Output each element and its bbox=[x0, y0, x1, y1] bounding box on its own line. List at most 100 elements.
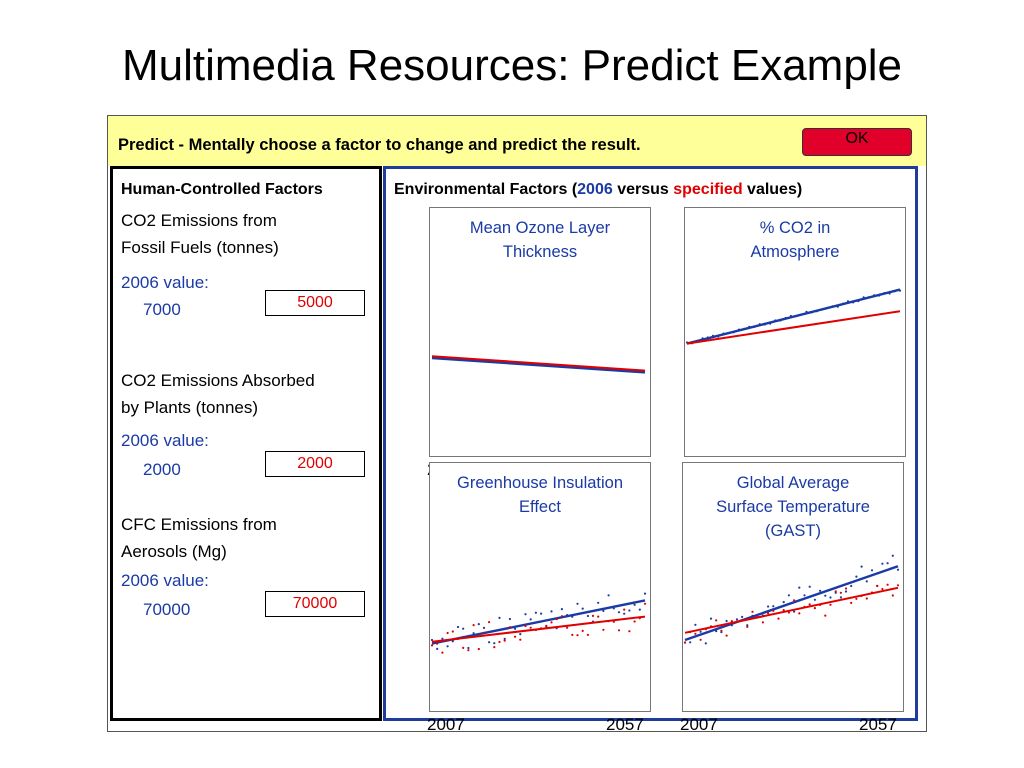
series-1-point bbox=[829, 603, 832, 606]
series-0-point bbox=[482, 626, 486, 629]
series-0-point bbox=[477, 623, 480, 626]
series-0-point bbox=[798, 586, 801, 589]
series-0-point bbox=[540, 612, 543, 615]
series-1-point bbox=[834, 590, 837, 593]
series-0-point bbox=[782, 601, 785, 604]
ok-button[interactable]: OK bbox=[802, 128, 912, 156]
series-0-point bbox=[472, 632, 475, 635]
series-0-point bbox=[808, 585, 811, 588]
series-0-point bbox=[787, 594, 790, 597]
series-0-point bbox=[829, 596, 832, 599]
factor-cfc-label: CFC Emissions from Aerosols (Mg) bbox=[121, 511, 277, 565]
series-1-point bbox=[876, 584, 879, 588]
series-1-point bbox=[493, 646, 496, 649]
series-0-point bbox=[633, 603, 636, 606]
series-1-point bbox=[782, 609, 785, 612]
series-0-point bbox=[767, 605, 770, 608]
series-0-point bbox=[628, 609, 631, 612]
series-0-point bbox=[493, 642, 496, 645]
env-title-suffix: values) bbox=[742, 181, 803, 198]
series-1-point bbox=[519, 638, 522, 641]
cfc-input[interactable]: 70000 bbox=[265, 591, 365, 617]
series-1-point bbox=[720, 629, 723, 632]
series-1-point bbox=[586, 633, 589, 636]
factor-label-line: CO2 Emissions from bbox=[121, 211, 277, 230]
instruction-bar: Predict - Mentally choose a factor to ch… bbox=[108, 116, 926, 166]
series-0-point bbox=[436, 647, 439, 650]
instruction-text: Predict - Mentally choose a factor to ch… bbox=[118, 136, 641, 154]
series-1-point bbox=[617, 629, 621, 632]
series-0-point bbox=[446, 645, 449, 648]
series-0-point bbox=[735, 618, 739, 621]
series-1-line bbox=[686, 310, 901, 345]
series-0-point bbox=[519, 633, 522, 636]
series-1-point bbox=[891, 594, 894, 597]
series-1-point bbox=[477, 647, 480, 651]
series-1-point bbox=[482, 631, 486, 634]
chart-title: Mean Ozone Layer Thickness bbox=[469, 219, 611, 261]
series-1-point bbox=[699, 638, 702, 641]
series-0-point bbox=[881, 562, 884, 565]
series-0-point bbox=[430, 638, 434, 642]
series-0-point bbox=[813, 598, 816, 601]
series-1-point bbox=[597, 615, 600, 618]
series-1-point bbox=[524, 624, 527, 628]
series-0-line bbox=[431, 356, 646, 374]
series-0-point bbox=[597, 601, 600, 604]
factor-label-line: Aerosols (Mg) bbox=[121, 542, 227, 561]
series-1-point bbox=[772, 609, 775, 612]
chart-box-1: % CO2 in Atmosphere bbox=[684, 207, 906, 457]
series-1-point bbox=[881, 587, 884, 591]
series-0-point bbox=[819, 589, 822, 592]
series-1-point bbox=[643, 602, 647, 605]
series-1-line bbox=[431, 355, 646, 372]
environmental-factors-panel: Environmental Factors (2006 versus speci… bbox=[383, 166, 918, 734]
co2-fossil-input[interactable]: 5000 bbox=[265, 290, 365, 316]
series-0-point bbox=[638, 608, 641, 611]
series-0-point bbox=[441, 637, 444, 640]
chart-box-2: Greenhouse Insulation Effect bbox=[429, 462, 651, 712]
series-0-point bbox=[467, 646, 470, 650]
factor-co2-plants-label: CO2 Emissions Absorbed by Plants (tonnes… bbox=[121, 367, 315, 421]
predict-simulation: Predict - Mentally choose a factor to ch… bbox=[107, 115, 927, 734]
series-0-point bbox=[576, 602, 579, 605]
series-1-point bbox=[576, 634, 579, 637]
value-label: 2006 value: bbox=[121, 273, 209, 292]
series-1-point bbox=[498, 640, 501, 644]
series-0-point bbox=[699, 630, 702, 633]
series-1-point bbox=[896, 584, 900, 587]
chart-plot bbox=[431, 355, 646, 374]
env-title-prefix: Environmental Factors ( bbox=[394, 181, 578, 198]
series-0-point bbox=[534, 611, 537, 614]
x-tick-label-start: 2007 bbox=[680, 715, 718, 734]
series-1-point bbox=[793, 599, 796, 602]
co2-plants-input[interactable]: 2000 bbox=[265, 451, 365, 477]
value-label: 2006 value: bbox=[121, 571, 209, 590]
series-0-point bbox=[860, 565, 863, 568]
series-0-point bbox=[839, 596, 842, 599]
series-1-point bbox=[730, 620, 733, 623]
x-tick-label-end: 2057 bbox=[859, 715, 897, 734]
series-1-point bbox=[746, 625, 749, 628]
series-0-point bbox=[741, 615, 744, 618]
series-0-point bbox=[793, 610, 796, 613]
series-0-point bbox=[844, 590, 848, 593]
series-1-point bbox=[467, 649, 470, 652]
series-1-point bbox=[865, 597, 868, 600]
factor-label-line: CO2 Emissions Absorbed bbox=[121, 371, 315, 390]
series-1-point bbox=[508, 626, 511, 629]
chart-plot bbox=[430, 592, 647, 654]
series-0-point bbox=[709, 617, 713, 620]
series-0-point bbox=[503, 637, 506, 640]
series-0-point bbox=[803, 594, 806, 597]
chart-title: % CO2 in Atmosphere bbox=[750, 219, 840, 261]
series-0-point bbox=[550, 610, 553, 613]
series-1-point bbox=[503, 639, 506, 642]
series-0-point bbox=[560, 608, 563, 611]
series-1-point bbox=[855, 597, 858, 600]
factor-label-line: by Plants (tonnes) bbox=[121, 398, 259, 417]
series-0-point bbox=[488, 641, 491, 644]
series-1-point bbox=[761, 621, 764, 624]
series-0-point bbox=[865, 580, 868, 583]
series-1-line bbox=[684, 586, 899, 634]
